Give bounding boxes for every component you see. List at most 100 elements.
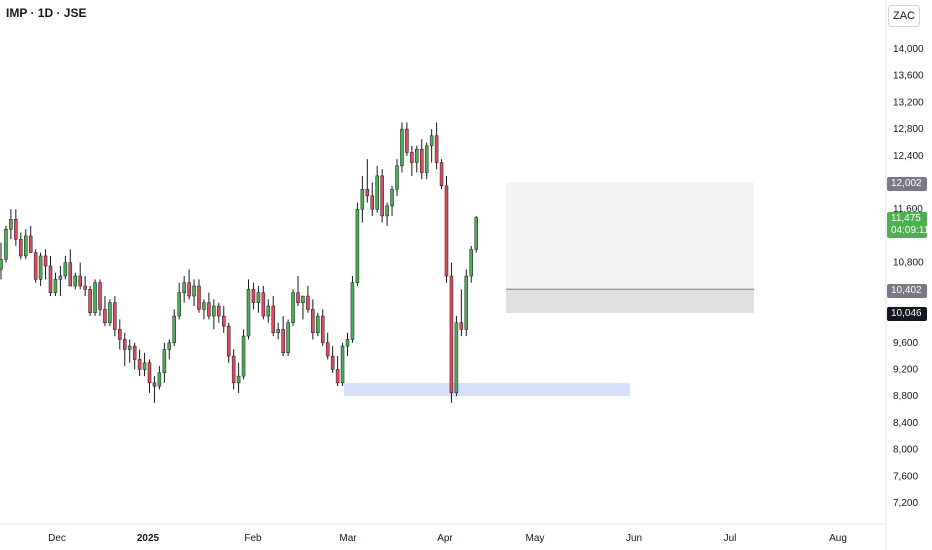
candle-body: [68, 262, 73, 287]
candle: [88, 286, 92, 317]
candle-body: [93, 282, 97, 313]
candle: [390, 185, 394, 216]
candle: [251, 282, 256, 310]
demand-zone[interactable]: [344, 382, 630, 397]
candle-body: [286, 322, 290, 354]
candle: [306, 286, 310, 313]
candle: [28, 225, 33, 253]
candle-body: [202, 302, 206, 310]
candle-body: [236, 375, 241, 384]
x-tick-label: Mar: [339, 533, 357, 544]
candle: [375, 165, 379, 213]
candle-body: [167, 342, 172, 350]
candle: [316, 312, 320, 337]
candle-body: [48, 265, 53, 293]
candle: [261, 286, 266, 320]
candle-body: [439, 162, 444, 187]
x-tick-label: 2025: [137, 533, 160, 544]
candle-body: [434, 135, 439, 163]
candle: [424, 142, 429, 180]
candle: [291, 289, 295, 327]
candle-body: [9, 219, 13, 230]
candle-body: [172, 315, 176, 344]
candle-body: [400, 128, 404, 167]
candle-body: [365, 188, 370, 197]
candle-body: [276, 329, 280, 334]
candle: [360, 175, 365, 223]
candle: [321, 309, 325, 347]
candle: [231, 349, 236, 390]
y-tick-label: 8,000: [893, 445, 918, 456]
candle-body: [78, 275, 82, 287]
candle: [449, 262, 454, 403]
candle-body: [182, 282, 186, 293]
candle-body: [266, 305, 271, 317]
candle-body: [251, 289, 256, 303]
candle-body: [4, 229, 8, 260]
candle-body: [296, 292, 300, 303]
candle: [350, 276, 355, 343]
candle: [68, 249, 73, 287]
candle-body: [474, 217, 478, 250]
candle: [335, 356, 340, 387]
y-tick-label: 8,400: [893, 418, 918, 429]
candle: [192, 279, 196, 307]
candle-body: [88, 289, 92, 313]
candle: [469, 245, 473, 283]
candle-body: [301, 295, 305, 303]
candle: [127, 339, 132, 363]
candle-body: [127, 345, 132, 350]
y-tick-label: 12,400: [893, 151, 924, 162]
projection-box-lower[interactable]: [506, 289, 754, 313]
candle-body: [14, 219, 18, 240]
candle: [212, 299, 216, 330]
candle-body: [19, 239, 23, 257]
candle-body: [429, 135, 434, 147]
candle: [385, 202, 389, 226]
x-tick-label: Aug: [829, 533, 847, 544]
time-axis: Dec 2025 Feb Mar Apr May Jun Jul Aug: [48, 533, 847, 544]
candle-body: [207, 302, 211, 317]
candle: [286, 319, 290, 357]
candle: [19, 232, 23, 260]
y-tick-label: 9,200: [893, 364, 918, 375]
currency-button[interactable]: ZAC: [888, 5, 920, 27]
candle-body: [98, 282, 102, 310]
candle-body: [321, 315, 325, 344]
candle: [345, 332, 350, 357]
x-tick-label: Dec: [48, 533, 66, 544]
candle: [113, 296, 117, 337]
candle: [400, 122, 404, 173]
candle-body: [454, 322, 459, 394]
candle: [236, 362, 241, 393]
candle-body: [187, 282, 191, 297]
candle-body: [24, 235, 28, 257]
candle-body: [390, 188, 394, 207]
candle: [182, 276, 186, 303]
candle-body: [33, 252, 38, 280]
candle-body: [132, 345, 137, 360]
candle-body: [459, 322, 464, 330]
candle: [296, 276, 300, 307]
candle: [246, 279, 251, 340]
candle-body: [177, 292, 181, 317]
candle: [266, 299, 271, 323]
candle: [43, 249, 48, 280]
candle: [58, 265, 63, 297]
y-tick-label: 10,800: [893, 258, 924, 269]
candle-body: [380, 175, 384, 217]
candle-body: [311, 309, 315, 334]
candle: [226, 322, 231, 363]
candle-body: [340, 345, 345, 384]
candle: [454, 316, 459, 397]
candle-body: [291, 292, 295, 323]
projection-box-upper[interactable]: [506, 182, 754, 290]
candle-body: [226, 325, 231, 357]
symbol-title[interactable]: IMP · 1D · JSE: [6, 6, 87, 20]
x-tick-label: Jul: [724, 533, 737, 544]
candle: [276, 322, 280, 340]
candle: [459, 289, 464, 337]
candle-body: [325, 342, 330, 357]
candle-body: [28, 235, 33, 253]
